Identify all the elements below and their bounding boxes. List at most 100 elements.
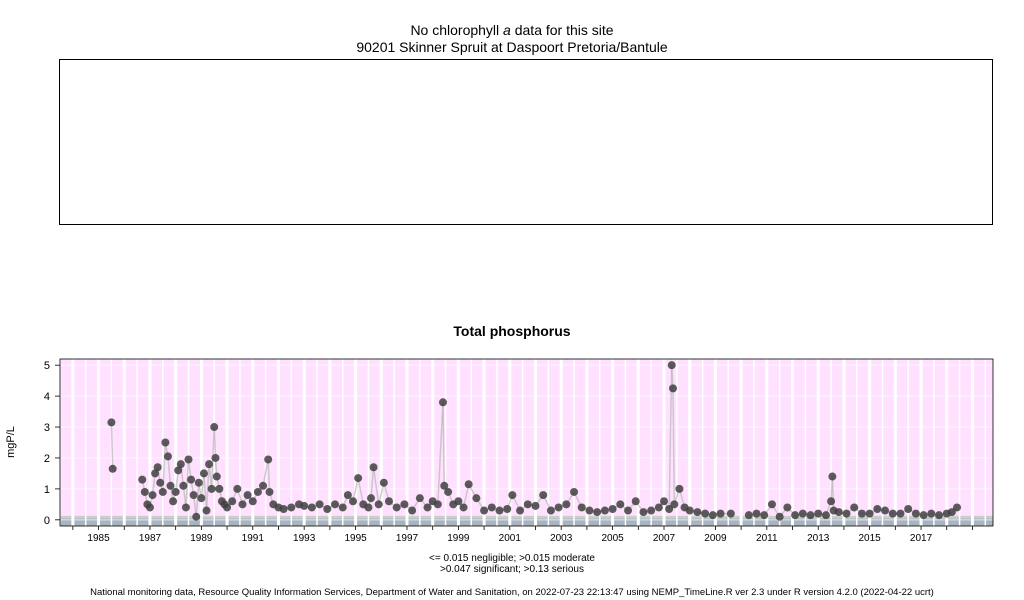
data-point — [919, 511, 928, 520]
data-point — [459, 503, 468, 512]
footer-note: National monitoring data, Resource Quali… — [90, 587, 934, 598]
x-tick-label: 1993 — [293, 533, 316, 544]
connector-segment — [110, 422, 114, 469]
data-point — [433, 500, 442, 509]
data-point — [176, 460, 185, 469]
data-point — [354, 474, 363, 483]
data-point — [315, 500, 324, 509]
x-tick-label: 1997 — [396, 533, 419, 544]
data-point — [911, 509, 920, 518]
data-point — [212, 472, 221, 481]
data-point — [821, 511, 830, 520]
data-point — [608, 504, 617, 513]
x-tick-label: 2009 — [704, 533, 727, 544]
connector-segment — [185, 459, 190, 508]
data-point — [199, 469, 208, 478]
data-point — [138, 475, 147, 484]
x-tick-label: 1999 — [447, 533, 470, 544]
data-point — [669, 384, 678, 393]
data-point — [639, 508, 648, 517]
x-tick-label: 2013 — [807, 533, 830, 544]
data-point — [927, 509, 936, 518]
data-point — [570, 487, 579, 496]
data-point — [585, 506, 594, 515]
data-point — [904, 504, 913, 513]
data-point — [947, 508, 956, 517]
data-point — [828, 472, 837, 481]
data-point — [775, 512, 784, 521]
data-point — [440, 481, 449, 490]
connector-segment — [357, 477, 365, 505]
data-point — [701, 509, 710, 518]
x-tick-label: 2007 — [653, 533, 676, 544]
threshold-legend-line2: >0.047 significant; >0.13 serious — [440, 564, 584, 575]
data-point — [374, 500, 383, 509]
data-point — [181, 503, 190, 512]
data-point — [624, 506, 633, 515]
data-point — [140, 487, 149, 496]
data-point — [767, 500, 776, 509]
data-point — [716, 509, 725, 518]
data-point — [323, 504, 332, 513]
data-point — [158, 487, 167, 496]
site-title: 90201 Skinner Spruit at Daspoort Pretori… — [356, 39, 668, 55]
data-point — [464, 480, 473, 489]
band-moderate — [60, 518, 993, 526]
data-point — [850, 503, 859, 512]
data-point — [238, 500, 247, 509]
data-point — [798, 509, 807, 518]
connector-segment — [267, 459, 271, 493]
data-point — [338, 503, 347, 512]
data-point — [554, 503, 563, 512]
data-point — [192, 512, 201, 521]
data-point — [194, 478, 203, 487]
data-point — [865, 509, 874, 518]
x-tick-label: 1985 — [87, 533, 110, 544]
connector-segment — [205, 464, 210, 511]
connector-segment — [831, 476, 835, 511]
data-point — [400, 500, 409, 509]
data-point — [331, 500, 340, 509]
data-point — [480, 506, 489, 515]
data-point — [184, 455, 193, 464]
data-point — [265, 487, 274, 496]
data-point — [259, 481, 268, 490]
chlorophyll-title: No chlorophyll a data for this site — [0, 22, 1024, 38]
data-point — [279, 504, 288, 513]
chlorophyll-title-italic: a — [503, 22, 511, 38]
data-point — [827, 497, 836, 506]
y-tick-label: 1 — [44, 484, 50, 496]
data-point — [444, 487, 453, 496]
x-tick-label: 2017 — [910, 533, 933, 544]
x-tick-label: 2011 — [756, 533, 778, 544]
data-point — [343, 491, 352, 500]
x-tick-label: 1995 — [344, 533, 367, 544]
data-point — [888, 509, 897, 518]
data-point — [166, 481, 175, 490]
data-point — [647, 506, 656, 515]
data-point — [163, 452, 172, 461]
data-point — [495, 506, 504, 515]
data-point — [562, 500, 571, 509]
connector-segment — [672, 388, 676, 505]
data-point — [791, 511, 800, 520]
connector-segment — [195, 482, 200, 517]
data-point — [151, 469, 160, 478]
data-point — [264, 455, 273, 464]
data-point — [423, 503, 432, 512]
data-point — [408, 506, 417, 515]
x-tick-label: 2005 — [601, 533, 624, 544]
chlorophyll-title-prefix: No chlorophyll — [410, 22, 504, 38]
x-tick-label: 1989 — [190, 533, 213, 544]
data-point — [108, 464, 117, 473]
data-point — [202, 506, 211, 515]
data-point — [287, 503, 296, 512]
data-point — [215, 484, 224, 493]
data-point — [248, 497, 257, 506]
plot-border — [59, 358, 994, 527]
data-point — [454, 497, 463, 506]
data-point — [593, 508, 602, 517]
data-point — [842, 509, 851, 518]
data-point — [179, 481, 188, 490]
y-tick-label: 4 — [44, 391, 50, 403]
